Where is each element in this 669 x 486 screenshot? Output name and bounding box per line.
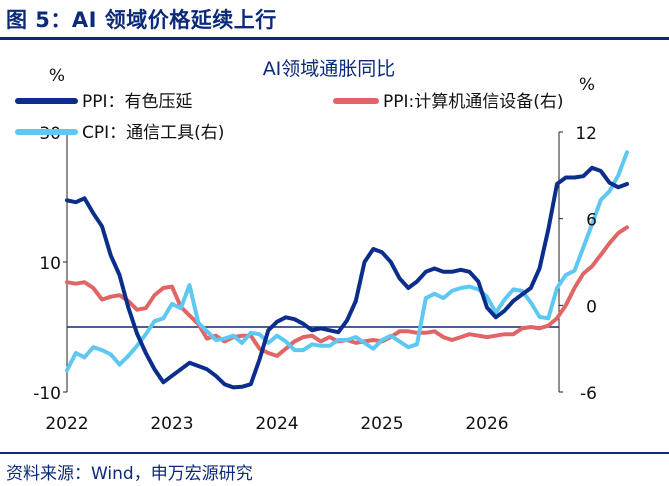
series-line-0: [65, 165, 629, 390]
right-axis-unit: %: [579, 75, 595, 95]
figure-title: 图 5：AI 领域价格延续上行: [6, 8, 277, 32]
legend-label-ppi-metals: PPI：有色压延: [82, 92, 193, 112]
series-line-2: [65, 150, 629, 373]
chart: AI领域通胀同比 % % -101030-6061220222023202420…: [15, 58, 629, 434]
axes: [63, 131, 563, 393]
source-rule: [0, 452, 669, 454]
x-tick-label: 2026: [465, 414, 508, 434]
left-axis-unit: %: [49, 66, 65, 86]
x-tick-label: 2022: [45, 414, 88, 434]
left-tick-label: -10: [33, 384, 61, 404]
source-note: 资料来源：Wind，申万宏源研究: [6, 464, 253, 484]
legend: PPI：有色压延 PPI:计算机通信设备(右) CPI：通信工具(右): [15, 92, 564, 143]
right-tick-label: -6: [580, 384, 597, 404]
x-tick-label: 2024: [255, 414, 298, 434]
x-tick-label: 2025: [360, 414, 403, 434]
right-tick-label: 12: [575, 124, 597, 144]
chart-title: AI领域通胀同比: [263, 58, 396, 80]
legend-label-cpi-tools: CPI：通信工具(右): [82, 123, 224, 143]
legend-label-ppi-computer: PPI:计算机通信设备(右): [383, 92, 564, 112]
title-rule: [0, 37, 669, 40]
x-tick-label: 2023: [150, 414, 193, 434]
right-tick-label: 6: [586, 211, 597, 231]
left-tick-label: 10: [39, 254, 61, 274]
right-tick-label: 0: [586, 297, 597, 317]
series-layer: [65, 150, 629, 390]
